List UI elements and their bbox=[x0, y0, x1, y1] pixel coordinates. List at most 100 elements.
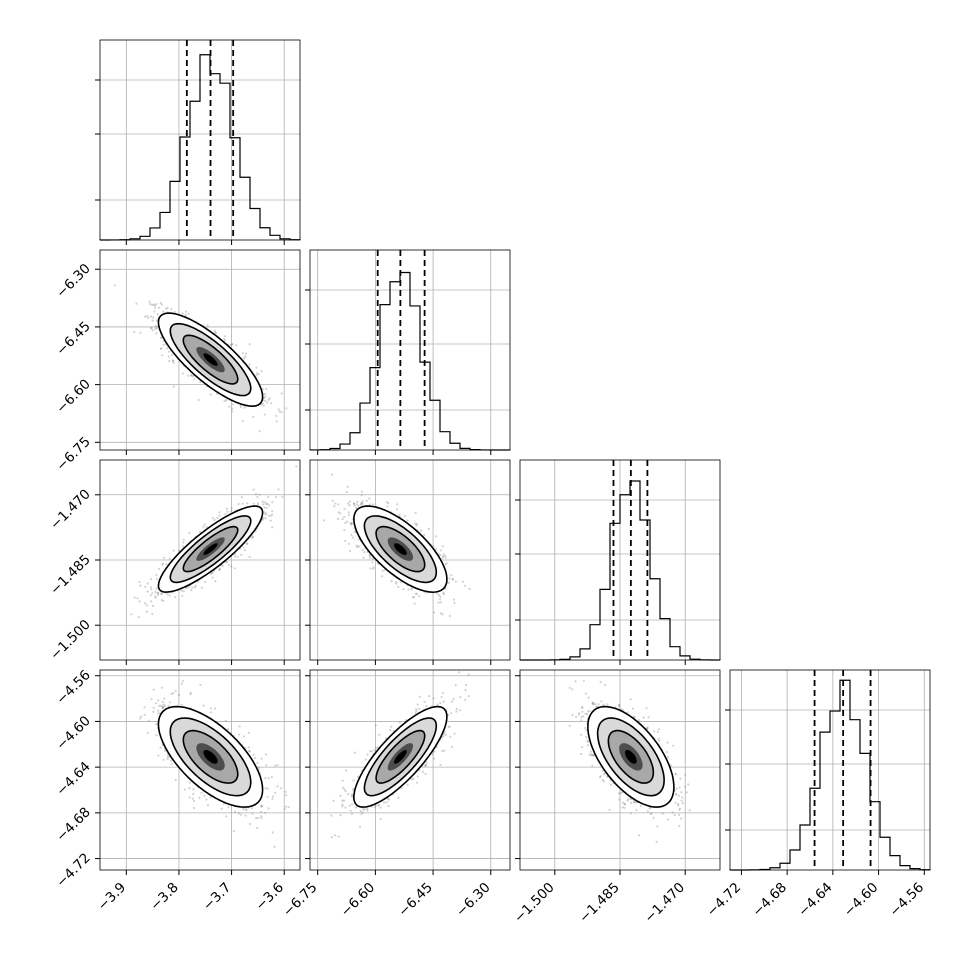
sample-point bbox=[420, 529, 423, 532]
sample-point bbox=[437, 601, 440, 604]
contour-line bbox=[169, 515, 252, 584]
sample-point bbox=[397, 585, 400, 589]
sample-point bbox=[265, 387, 268, 390]
sample-point bbox=[343, 529, 346, 532]
sample-point bbox=[265, 502, 268, 505]
panel-frame bbox=[99, 39, 301, 241]
hist-panel-3: −4.72 −4.68 −4.64 −4.60 −4.56 bbox=[704, 669, 931, 920]
sample-point bbox=[445, 562, 448, 565]
sample-point bbox=[157, 591, 160, 595]
sample-point bbox=[271, 510, 274, 513]
sample-point bbox=[194, 584, 197, 587]
sample-point bbox=[182, 541, 185, 544]
sample-point bbox=[156, 313, 159, 316]
sample-point bbox=[427, 527, 430, 531]
sample-point bbox=[451, 578, 454, 581]
sample-point bbox=[151, 612, 154, 616]
sample-point bbox=[156, 591, 159, 595]
sample-point bbox=[151, 604, 155, 608]
sample-point bbox=[157, 593, 160, 597]
sample-point bbox=[146, 582, 149, 585]
contour-line bbox=[169, 322, 252, 397]
sample-point bbox=[267, 398, 270, 401]
sample-point bbox=[258, 493, 261, 496]
sample-point bbox=[150, 588, 153, 591]
sample-point bbox=[154, 590, 157, 594]
sample-point bbox=[145, 604, 149, 607]
panel-frame bbox=[729, 669, 931, 871]
scatter-clip-group bbox=[130, 465, 298, 619]
sample-point bbox=[231, 343, 234, 346]
sample-point bbox=[236, 555, 239, 558]
sample-point bbox=[407, 588, 410, 591]
sample-point bbox=[174, 596, 177, 599]
sample-point bbox=[263, 399, 267, 402]
sample-point bbox=[230, 343, 233, 346]
sample-point bbox=[402, 588, 405, 591]
sample-point bbox=[453, 601, 456, 605]
panels-layer: −4.72 −4.68 −4.64 −4.60 −4.56−6.75−6.60−6.45… bbox=[47, 39, 931, 926]
sample-point bbox=[205, 526, 208, 529]
sample-point bbox=[240, 553, 243, 556]
sample-point bbox=[231, 407, 234, 410]
sample-point bbox=[237, 502, 240, 506]
hist-panel-0 bbox=[95, 39, 301, 245]
sample-point bbox=[241, 419, 244, 422]
sample-point bbox=[343, 507, 346, 511]
sample-point bbox=[438, 598, 442, 601]
sample-point bbox=[181, 594, 184, 597]
sample-point bbox=[155, 332, 158, 335]
sample-point bbox=[344, 521, 347, 525]
y-tick-label: −1.470 bbox=[47, 486, 94, 533]
sample-point bbox=[281, 495, 284, 498]
sample-point bbox=[263, 393, 267, 396]
sample-point bbox=[251, 535, 254, 538]
sample-point bbox=[359, 503, 362, 506]
sample-point bbox=[356, 545, 359, 549]
sample-point bbox=[196, 580, 199, 583]
sample-point bbox=[454, 580, 457, 583]
scatter-clip-group bbox=[322, 473, 471, 618]
sample-point bbox=[337, 517, 340, 521]
sample-point bbox=[244, 355, 247, 358]
sample-point bbox=[231, 403, 234, 406]
sample-point bbox=[225, 399, 228, 402]
sample-point bbox=[441, 556, 444, 559]
sample-point bbox=[351, 536, 354, 539]
sample-point bbox=[172, 549, 175, 552]
sample-point bbox=[244, 549, 247, 552]
sample-point bbox=[172, 385, 175, 388]
sample-point bbox=[148, 300, 151, 303]
sample-point bbox=[252, 536, 255, 539]
sample-point bbox=[206, 324, 209, 327]
sample-point bbox=[386, 505, 389, 508]
sample-point bbox=[218, 511, 221, 514]
sample-point bbox=[368, 553, 371, 556]
sample-point bbox=[170, 308, 173, 311]
sample-point bbox=[268, 397, 271, 400]
sample-point bbox=[448, 577, 451, 580]
sample-point bbox=[161, 354, 164, 357]
sample-point bbox=[334, 502, 337, 505]
sample-point bbox=[395, 582, 398, 585]
sample-point bbox=[230, 509, 233, 513]
sample-point bbox=[151, 329, 154, 332]
sample-point bbox=[149, 302, 152, 306]
sample-point bbox=[190, 589, 193, 592]
sample-point bbox=[439, 549, 442, 552]
sample-point bbox=[181, 312, 184, 315]
sample-point bbox=[271, 526, 274, 529]
sample-point bbox=[243, 406, 246, 409]
sample-point bbox=[361, 500, 364, 503]
sample-point bbox=[360, 494, 363, 497]
sample-point bbox=[363, 551, 366, 554]
sample-point bbox=[261, 517, 264, 520]
sample-point bbox=[271, 501, 274, 504]
sample-point bbox=[154, 328, 157, 331]
sample-point bbox=[357, 504, 360, 508]
sample-point bbox=[242, 546, 245, 549]
sample-point bbox=[234, 552, 237, 556]
sample-point bbox=[396, 503, 399, 506]
sample-point bbox=[414, 511, 417, 514]
sample-point bbox=[229, 344, 232, 347]
